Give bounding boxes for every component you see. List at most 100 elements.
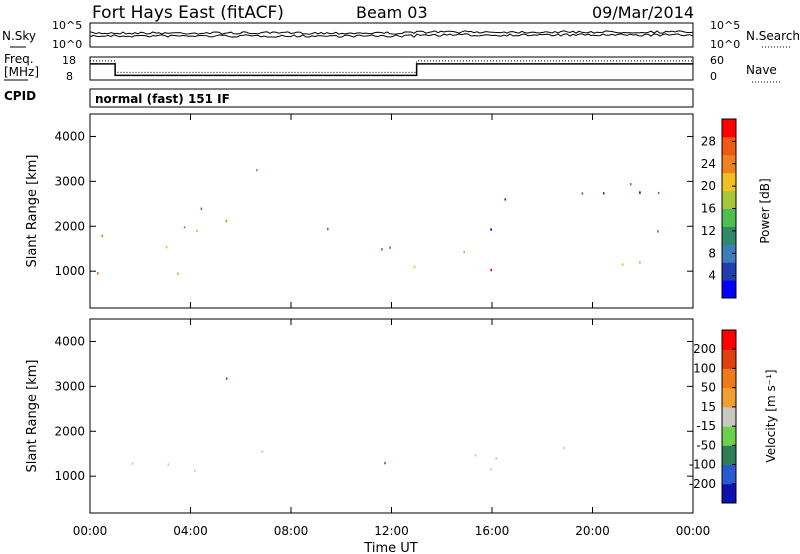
cpid-panel: CPID normal (fast) 151 IF [4,89,693,107]
noise-panel: N.Sky 10^5 10^0 10^5 10^0 N.Search [2,19,800,51]
power-colorbar-swatch [722,280,736,298]
power-echo-cell [177,273,179,275]
time-tick-label: 12:00 [374,524,409,538]
power-colorbar-swatch [722,173,736,191]
velocity-colorbar-swatch [722,388,736,408]
range-tick-label: 1000 [54,469,85,483]
velocity-colorbar-swatch [722,445,736,465]
velocity-colorbar-swatch [722,426,736,446]
frequency-panel-frame [90,57,693,80]
noise-sky-label: N.Sky [2,29,36,43]
frequency-panel: Freq. [MHz] 18 8 60 0 Nave [4,52,780,83]
cpid-label: CPID [4,89,36,103]
power-colorbar-swatch [722,137,736,155]
velocity-echo-cell [475,454,477,456]
range-tick-label: 4000 [54,334,85,348]
power-colorbar-label: Power [dB] [758,178,772,243]
power-echo-cell [639,261,641,263]
power-colorbar-tick-label: 28 [701,134,716,148]
power-echo-cell [622,263,624,265]
time-tick-label: 20:00 [575,524,610,538]
power-colorbar-swatch [722,262,736,280]
time-tick-label: 08:00 [274,524,309,538]
power-echo-cell [505,198,507,200]
power-echo-cell [490,269,492,271]
velocity-colorbar-label: Velocity [m s⁻¹] [764,369,778,462]
power-echo-cell [196,230,198,232]
velocity-echo-layer [132,377,565,472]
velocity-panel-frame [90,319,693,513]
velocity-echo-cell [262,450,264,452]
power-colorbar-swatch [722,119,736,137]
velocity-echo-cell [495,457,497,459]
time-axis: 00:00 04:00 08:00 12:00 16:00 20:00 00:00 [73,114,711,538]
time-tick-label: 00:00 [73,524,108,538]
velocity-ylabel: Slant Range [km] [25,360,40,473]
noise-right-tick-top: 10^5 [710,19,740,32]
time-tick-label: 16:00 [475,524,510,538]
range-tick-label: 4000 [54,129,85,143]
cpid-value: normal (fast) 151 IF [95,92,230,106]
beam-label: Beam 03 [356,3,428,22]
power-echo-cell [603,192,605,194]
noise-search-label: N.Search [746,29,800,43]
velocity-echo-cell [132,462,134,464]
frequency-line [90,64,693,76]
range-tick-label: 2000 [54,424,85,438]
velocity-colorbar-tick-label: 100 [693,361,716,375]
freq-left-tick-bottom: 8 [66,70,73,83]
power-colorbar-tick-label: 4 [708,269,716,283]
radar-title: Fort Hays East (fitACF) [92,3,284,23]
time-tick-label: 04:00 [173,524,208,538]
power-echo-cell [166,246,168,248]
velocity-colorbar-swatch [722,484,736,504]
velocity-colorbar-swatch [722,330,736,350]
power-echo-cell [327,228,329,230]
range-tick-label: 1000 [54,264,85,278]
power-echo-cell [657,230,659,232]
power-echo-cell [201,208,203,210]
power-colorbar-tick-label: 20 [701,179,716,193]
range-tick-label: 2000 [54,219,85,233]
velocity-colorbar-tick-label: -50 [696,438,716,452]
velocity-colorbar-swatch [722,407,736,427]
power-colorbar: 28 24 20 16 12 8 4 [701,119,736,299]
velocity-panel: 4000300020001000 Slant Range [km] 200100… [25,319,778,513]
freq-label: Freq. [4,52,34,66]
noise-right-tick-bottom: 10^0 [710,38,740,51]
power-ylabel: Slant Range [km] [25,155,40,268]
velocity-colorbar-tick-label: 50 [701,381,716,395]
power-echo-cell [658,192,660,194]
velocity-echo-cell [564,447,566,449]
velocity-echo-cell [226,377,228,379]
time-axis-label: Time UT [363,541,417,554]
power-colorbar-swatch [722,226,736,244]
power-colorbar-tick-label: 24 [701,157,716,171]
power-echo-cell [582,192,584,194]
velocity-colorbar-tick-label: -100 [689,458,716,472]
power-echo-cell [389,246,391,248]
velocity-echo-cell [168,463,170,465]
power-panel: 4000 3000 2000 1000 Slant Range [km] 28 24 20… [25,114,772,308]
radar-summary-plot: Fort Hays East (fitACF) Beam 03 09/Mar/2… [0,0,800,554]
freq-unit-label: [MHz] [4,65,39,79]
power-colorbar-tick-label: 12 [701,224,716,238]
power-echo-cell [226,220,228,222]
power-echo-cell [639,191,641,193]
nave-label: Nave [746,63,777,77]
power-echo-cell [463,251,465,253]
velocity-colorbar-tick-label: -15 [696,419,716,433]
noise-left-tick-top: 10^5 [52,19,82,32]
nave-right-tick-bottom: 0 [710,70,717,83]
velocity-colorbar-tick-label: -200 [689,477,716,491]
power-echo-cell [630,183,632,185]
power-echo-cell [184,226,186,228]
time-tick-label: 00:00 [676,524,711,538]
power-colorbar-swatch [722,191,736,209]
noise-left-tick-bottom: 10^0 [52,38,82,51]
power-colorbar-tick-label: 8 [708,246,716,260]
power-echo-cell [381,248,383,250]
velocity-colorbar-swatch [722,465,736,485]
power-echo-cell [414,266,416,268]
nave-line [90,61,693,73]
